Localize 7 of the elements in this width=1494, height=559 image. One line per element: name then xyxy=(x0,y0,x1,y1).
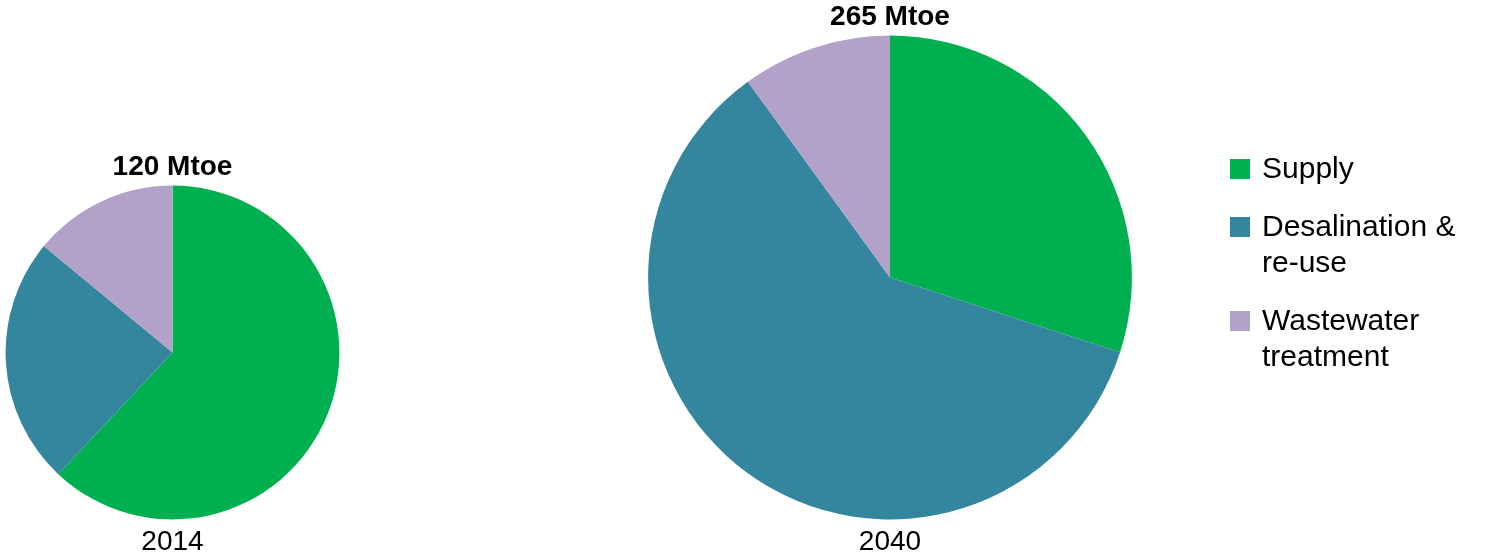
legend-label: Supply xyxy=(1262,150,1354,186)
chart-title: 265 Mtoe xyxy=(830,0,950,31)
text: 2040 xyxy=(858,524,922,556)
chart-title: 120 Mtoe xyxy=(112,149,233,181)
legend-label: Desalination & re-use xyxy=(1262,208,1457,280)
legend-label: Wastewater treatment xyxy=(1262,302,1421,374)
text: 2014 xyxy=(141,524,204,556)
